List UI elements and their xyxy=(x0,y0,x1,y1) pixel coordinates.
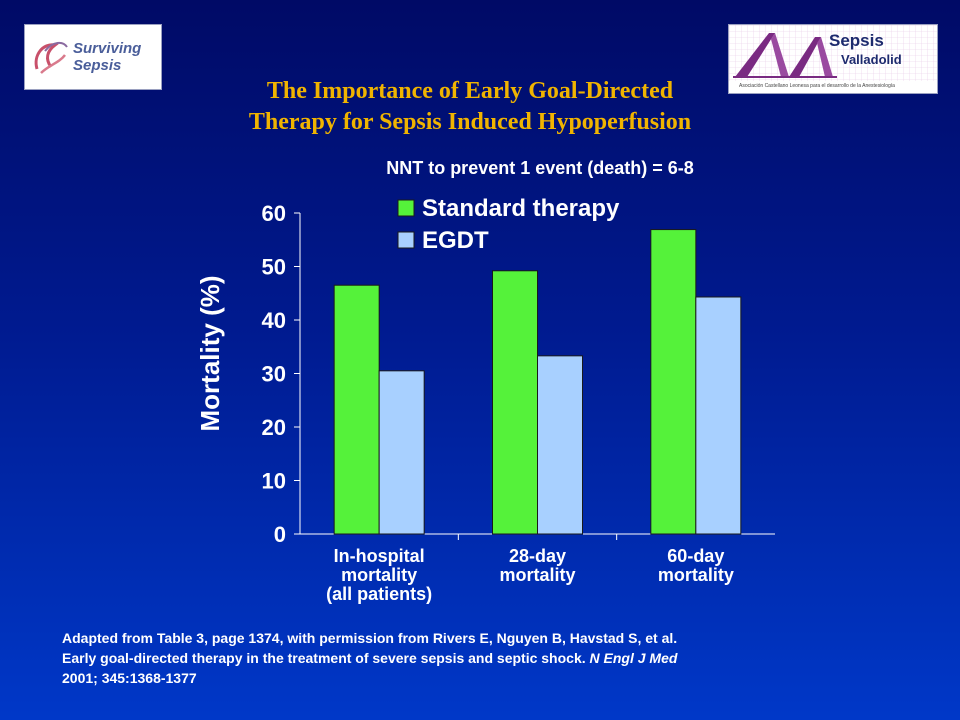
bar-egdt xyxy=(378,370,425,535)
y-tick-label: 50 xyxy=(262,255,286,280)
citation-line1: Adapted from Table 3, page 1374, with pe… xyxy=(62,630,678,646)
x-tick-label-line: 60-day xyxy=(667,546,724,566)
legend-swatch xyxy=(397,199,415,217)
logo-tagline: Asociación Castellano Leonesa para el de… xyxy=(739,83,895,89)
hands-emblem-icon xyxy=(34,41,68,74)
x-tick-label-line: 28-day xyxy=(509,546,566,566)
y-tick-label: 20 xyxy=(262,415,286,440)
citation-line3: 2001; 345:1368-1377 xyxy=(62,670,197,686)
x-tick-label-line: mortality xyxy=(499,565,575,585)
x-tick-label-line: (all patients) xyxy=(326,584,432,604)
x-tick-label: 60-day mortality xyxy=(658,546,734,585)
citation-line2: Early goal-directed therapy in the treat… xyxy=(62,648,922,668)
citation-footnote: Adapted from Table 3, page 1374, with pe… xyxy=(62,628,922,688)
chart-subtitle: NNT to prevent 1 event (death) = 6-8 xyxy=(386,158,694,178)
logo-text-line1: Surviving xyxy=(73,40,142,57)
x-tick-label-line: mortality xyxy=(341,565,417,585)
citation-line2-text: Early goal-directed therapy in the treat… xyxy=(62,650,590,666)
slide-title-line2: Therapy for Sepsis Induced Hypoperfusion xyxy=(248,109,692,135)
bar-standard xyxy=(333,284,380,535)
legend-label: Standard therapy xyxy=(422,195,620,222)
y-tick-label: 0 xyxy=(274,522,286,547)
legend-label: EGDT xyxy=(422,227,489,254)
x-tick-label: 28-day mortality xyxy=(499,546,575,585)
surviving-sepsis-logo: Surviving Sepsis xyxy=(24,24,162,90)
legend-swatch xyxy=(397,231,415,249)
slide-title-line1: The Importance of Early Goal-Directed xyxy=(266,78,674,104)
y-tick-label: 40 xyxy=(262,308,286,333)
y-axis-label: Mortality (%) xyxy=(195,276,225,432)
y-tick-label: 60 xyxy=(262,201,286,226)
bar-standard xyxy=(650,229,697,535)
x-tick-label-line: In-hospital xyxy=(334,546,425,566)
logo-text-line2: Valladolid xyxy=(841,52,902,67)
bar-egdt xyxy=(537,355,583,535)
y-tick-label: 10 xyxy=(262,469,286,494)
bar-egdt xyxy=(695,296,742,535)
sepsis-valladolid-logo: Sepsis Valladolid Asociación Castellano … xyxy=(728,24,938,94)
y-tick-label: 30 xyxy=(262,362,286,387)
x-tick-label-line: mortality xyxy=(658,565,734,585)
slide-title: The Importance of Early Goal-Directed Th… xyxy=(160,76,780,138)
logo-text-line1: Sepsis xyxy=(829,31,884,50)
bar-standard xyxy=(492,270,538,535)
x-tick-label: In-hospital mortality (all patients) xyxy=(326,546,432,604)
logo-text-line2: Sepsis xyxy=(73,57,122,74)
journal-name: N Engl J Med xyxy=(589,650,678,666)
bridge-emblem-icon xyxy=(729,25,937,81)
